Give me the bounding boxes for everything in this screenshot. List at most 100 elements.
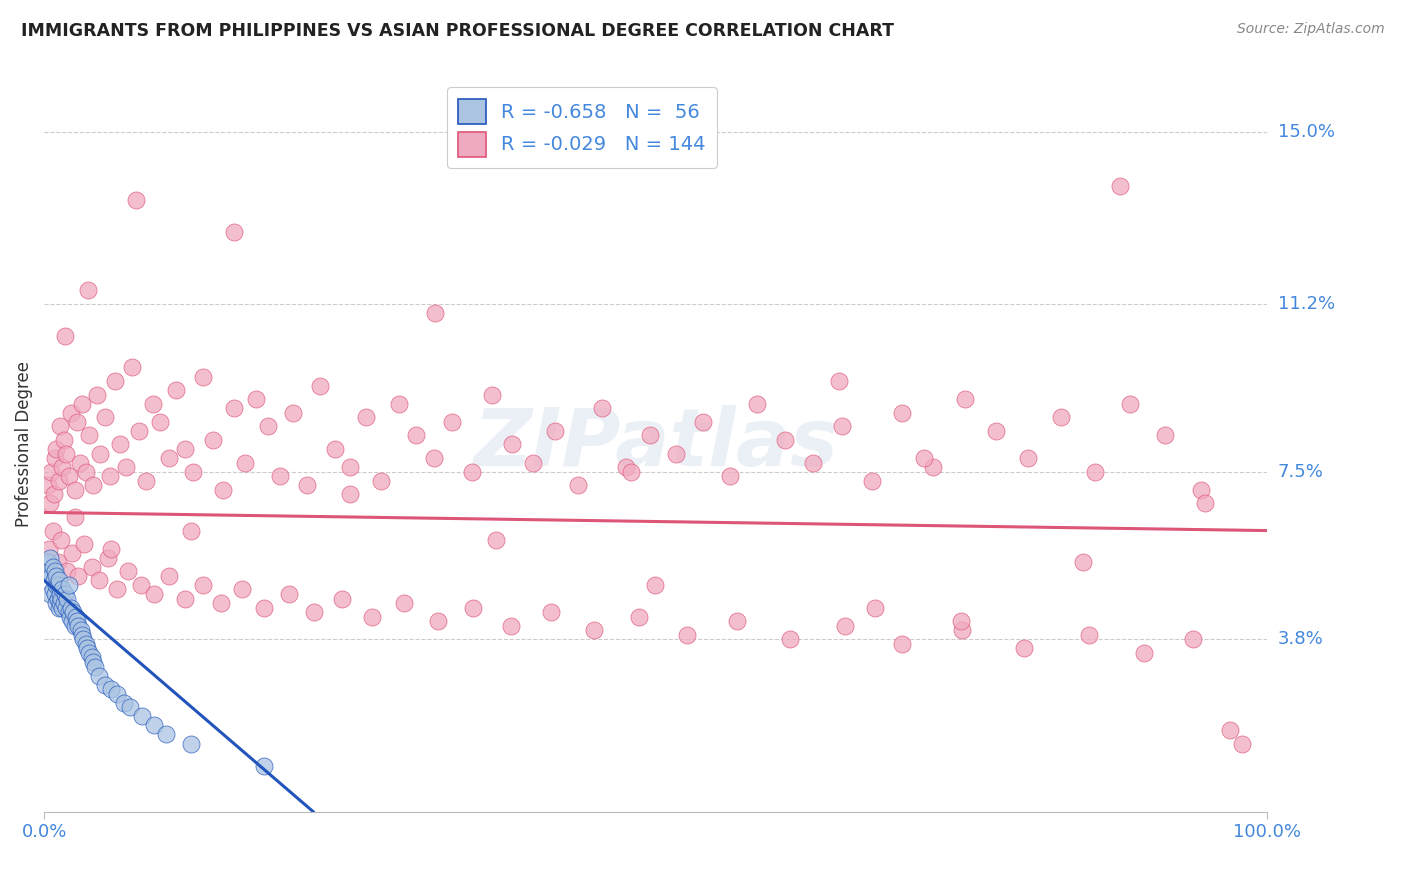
Point (89, 446, 111, 460)
Point (304, 605, 326, 619)
Point (94, 410, 117, 425)
Point (37, 478, 59, 492)
Point (55, 446, 77, 460)
Point (233, 456, 256, 470)
Point (332, 591, 354, 606)
Point (98, 469, 121, 483)
Point (131, 709, 153, 723)
Point (41, 569, 63, 583)
Point (70, 397, 93, 411)
Point (48, 574, 70, 588)
Point (45, 596, 67, 610)
Point (128, 424, 150, 438)
Point (157, 569, 180, 583)
Point (1154, 428, 1177, 442)
Point (37, 555, 59, 569)
Point (52, 596, 75, 610)
Point (38, 565, 60, 579)
Point (540, 605, 562, 619)
Point (80, 650, 103, 665)
Point (201, 433, 224, 447)
Point (253, 600, 276, 615)
Point (253, 759, 276, 773)
Point (912, 451, 935, 466)
Point (834, 618, 856, 632)
Point (614, 460, 637, 475)
Point (42, 574, 65, 588)
Point (135, 474, 157, 488)
Point (245, 392, 267, 406)
Point (58, 605, 80, 619)
Point (63, 618, 86, 632)
Point (1133, 646, 1156, 660)
Point (46, 591, 69, 606)
Point (46, 555, 69, 569)
Point (53, 328, 76, 343)
Point (45, 442, 67, 456)
Point (745, 397, 768, 411)
Point (45, 569, 67, 583)
Point (1118, 397, 1140, 411)
Point (76, 641, 98, 656)
Point (73, 537, 96, 551)
Point (84, 659, 107, 673)
Point (108, 437, 131, 451)
Text: 7.5%: 7.5% (1278, 463, 1323, 481)
Point (79, 428, 101, 442)
Point (56, 565, 79, 579)
Point (441, 415, 464, 429)
Point (49, 596, 72, 610)
Point (39, 496, 62, 510)
Point (779, 632, 801, 647)
Point (75, 637, 97, 651)
Point (1219, 723, 1241, 737)
Point (42, 487, 65, 501)
Point (426, 614, 449, 628)
Point (67, 618, 90, 632)
Point (388, 397, 411, 411)
Point (104, 374, 127, 388)
Point (277, 587, 299, 601)
Point (986, 424, 1008, 438)
Point (180, 524, 202, 538)
Point (620, 465, 643, 479)
Point (1078, 628, 1101, 642)
Point (82, 655, 104, 669)
Text: IMMIGRANTS FROM PHILIPPINES VS ASIAN PROFESSIONAL DEGREE CORRELATION CHART: IMMIGRANTS FROM PHILIPPINES VS ASIAN PRO… (21, 22, 894, 40)
Point (79, 646, 101, 660)
Point (142, 397, 165, 411)
Point (461, 465, 484, 479)
Point (501, 437, 523, 451)
Point (67, 569, 90, 583)
Point (48, 474, 70, 488)
Point (231, 582, 253, 597)
Point (1084, 465, 1107, 479)
Text: ZIPatlas: ZIPatlas (472, 406, 838, 483)
Point (39, 587, 62, 601)
Point (256, 419, 278, 434)
Point (370, 474, 392, 488)
Point (66, 415, 89, 429)
Point (828, 374, 851, 388)
Point (725, 614, 748, 628)
Point (211, 483, 233, 497)
Point (222, 401, 245, 416)
Point (149, 415, 172, 429)
Point (87, 574, 110, 588)
Point (157, 451, 180, 466)
Point (405, 428, 427, 442)
Text: 11.2%: 11.2% (1278, 295, 1334, 313)
Point (180, 737, 202, 751)
Point (1017, 451, 1039, 466)
Point (52, 433, 75, 447)
Point (283, 406, 305, 420)
Point (173, 591, 195, 606)
Point (865, 600, 887, 615)
Point (44, 451, 66, 466)
Point (860, 474, 883, 488)
Point (1189, 483, 1212, 497)
Point (121, 360, 143, 375)
Point (891, 637, 914, 651)
Point (129, 578, 152, 592)
Point (118, 700, 141, 714)
